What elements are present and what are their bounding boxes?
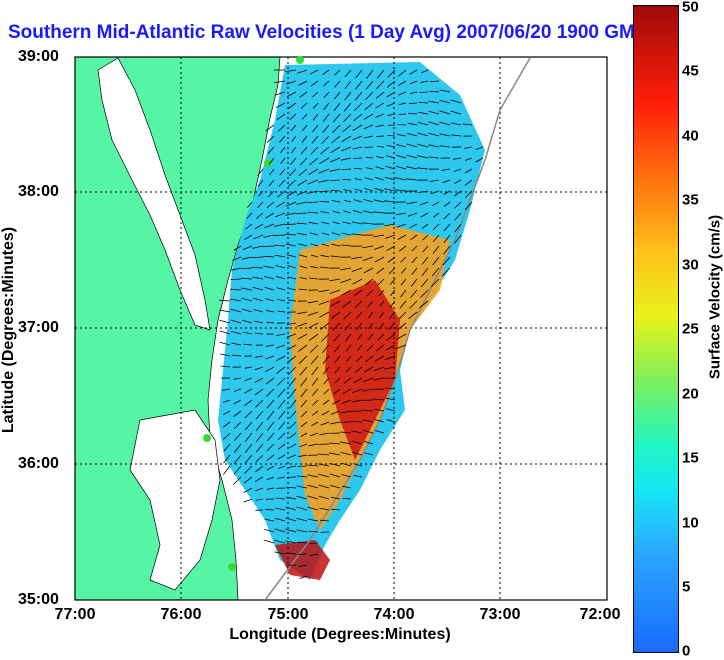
colorbar bbox=[633, 5, 679, 653]
velocity-arrow bbox=[264, 540, 274, 543]
x-tick: 73:00 bbox=[480, 606, 521, 624]
velocity-arrow bbox=[365, 147, 373, 148]
y-tick: 36:00 bbox=[18, 455, 59, 473]
velocity-arrow bbox=[376, 136, 384, 137]
colorbar-tick: 40 bbox=[682, 128, 699, 145]
y-tick: 38:00 bbox=[18, 183, 59, 201]
x-tick: 74:00 bbox=[374, 606, 415, 624]
y-tick: 37:00 bbox=[18, 319, 59, 337]
x-tick: 77:00 bbox=[55, 606, 96, 624]
colorbar-tick: 45 bbox=[682, 63, 699, 80]
colorbar-tick: 0 bbox=[682, 643, 690, 660]
radar-station bbox=[228, 563, 236, 571]
colorbar-tick: 10 bbox=[682, 515, 699, 532]
y-tick: 35:00 bbox=[18, 591, 59, 609]
colorbar-tick: 20 bbox=[682, 386, 699, 403]
velocity-arrow bbox=[244, 499, 252, 502]
colorbar-tick: 25 bbox=[682, 321, 699, 338]
y-axis-label: Latitude (Degrees:Minutes) bbox=[0, 227, 18, 433]
radar-station bbox=[203, 434, 211, 442]
velocity-arrow bbox=[420, 92, 429, 93]
velocity-arrow bbox=[353, 158, 362, 159]
colorbar-tick: 30 bbox=[682, 257, 699, 274]
colorbar-tick: 15 bbox=[682, 450, 699, 467]
x-tick: 72:00 bbox=[580, 606, 621, 624]
radar-station bbox=[264, 159, 272, 167]
colorbar-tick: 35 bbox=[682, 192, 699, 209]
velocity-arrow bbox=[219, 310, 230, 312]
colorbar-tick: 5 bbox=[682, 579, 690, 596]
x-tick: 76:00 bbox=[161, 606, 202, 624]
velocity-arrow bbox=[223, 466, 230, 475]
radar-station bbox=[296, 56, 304, 64]
velocity-arrow bbox=[399, 114, 406, 115]
velocity-arrow bbox=[409, 103, 417, 104]
velocity-arrow bbox=[377, 147, 384, 148]
x-axis-label: Longitude (Degrees:Minutes) bbox=[229, 626, 450, 644]
colorbar-label: Surface Velocity (cm/s) bbox=[707, 215, 724, 379]
x-tick: 75:00 bbox=[268, 606, 309, 624]
y-tick: 39:00 bbox=[18, 48, 59, 66]
colorbar-tick: 50 bbox=[682, 0, 699, 16]
